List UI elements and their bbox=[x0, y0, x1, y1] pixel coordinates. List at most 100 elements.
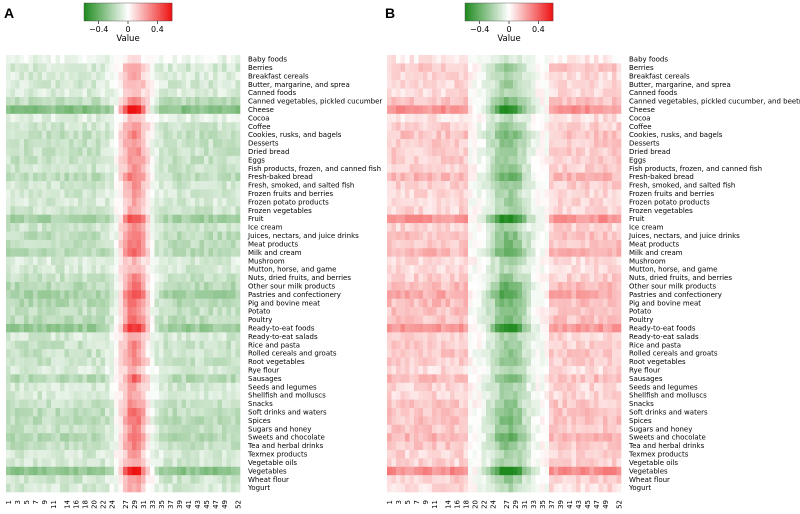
heatmap-cell bbox=[409, 122, 415, 131]
heatmap-cell bbox=[486, 307, 491, 316]
heatmap-cell bbox=[409, 298, 415, 308]
heatmap-cell bbox=[436, 239, 442, 249]
heatmap-cell bbox=[222, 449, 227, 459]
heatmap-cell bbox=[226, 391, 232, 400]
heatmap-cell bbox=[100, 239, 106, 249]
heatmap-cell bbox=[231, 256, 236, 266]
heatmap-cell bbox=[522, 97, 527, 106]
heatmap-cell bbox=[558, 189, 563, 199]
heatmap-cell bbox=[168, 63, 173, 73]
heatmap-cell bbox=[163, 323, 169, 333]
heatmap-cell bbox=[553, 214, 559, 224]
heatmap-cell bbox=[199, 172, 205, 182]
heatmap-cell bbox=[418, 265, 424, 274]
heatmap-cell bbox=[513, 223, 518, 232]
heatmap-cell bbox=[177, 407, 182, 417]
heatmap-cell bbox=[69, 248, 74, 257]
heatmap-cell bbox=[46, 97, 52, 106]
heatmap-cell bbox=[217, 181, 223, 190]
heatmap-cell bbox=[51, 399, 56, 409]
heatmap-cell bbox=[60, 256, 65, 266]
heatmap-cell bbox=[585, 63, 590, 73]
heatmap-cell bbox=[19, 248, 25, 257]
heatmap-cell bbox=[73, 475, 79, 484]
heatmap-cell bbox=[517, 357, 523, 367]
heatmap-cell bbox=[414, 147, 419, 157]
heatmap-cell bbox=[418, 323, 424, 333]
heatmap-cell bbox=[226, 71, 232, 81]
heatmap-cell bbox=[387, 130, 392, 140]
heatmap-cell bbox=[127, 374, 133, 384]
heatmap-cell bbox=[208, 256, 214, 266]
heatmap-cell bbox=[204, 466, 209, 476]
heatmap-cell bbox=[186, 357, 191, 367]
heatmap-cell bbox=[19, 189, 25, 199]
heatmap-cell bbox=[114, 483, 119, 493]
heatmap-cell bbox=[235, 71, 241, 81]
heatmap-cell bbox=[100, 365, 106, 375]
heatmap-cell bbox=[387, 197, 392, 207]
heatmap-cell bbox=[163, 391, 169, 400]
heatmap-cell bbox=[114, 223, 119, 232]
heatmap-cell bbox=[589, 357, 595, 367]
heatmap-cell bbox=[78, 307, 83, 316]
heatmap-cell bbox=[222, 307, 227, 316]
heatmap-cell bbox=[423, 374, 428, 384]
heatmap-cell bbox=[558, 248, 563, 257]
heatmap-cell bbox=[69, 172, 74, 182]
heatmap-cell bbox=[37, 223, 43, 232]
heatmap-cell bbox=[400, 88, 406, 98]
heatmap-cell bbox=[445, 172, 451, 182]
heatmap-cell bbox=[441, 214, 446, 224]
heatmap-cell bbox=[513, 231, 518, 241]
heatmap-cell bbox=[414, 315, 419, 325]
heatmap-cell bbox=[445, 256, 451, 266]
heatmap-cell bbox=[409, 223, 415, 232]
heatmap-cell bbox=[445, 374, 451, 384]
heatmap-cell bbox=[91, 55, 97, 64]
heatmap-cell bbox=[145, 281, 151, 291]
heatmap-cell bbox=[432, 71, 437, 81]
heatmap-cell bbox=[168, 332, 173, 342]
heatmap-cell bbox=[114, 424, 119, 434]
heatmap-cell bbox=[387, 55, 392, 64]
heatmap-cell bbox=[42, 55, 47, 64]
heatmap-cell bbox=[459, 365, 464, 375]
heatmap-cell bbox=[414, 307, 419, 316]
heatmap-cell bbox=[150, 122, 155, 131]
heatmap-cell bbox=[123, 147, 128, 157]
heatmap-cell bbox=[463, 63, 469, 73]
heatmap-cell bbox=[436, 147, 442, 157]
heatmap-cell bbox=[127, 55, 133, 64]
heatmap-cell bbox=[28, 256, 34, 266]
heatmap-cell bbox=[55, 265, 61, 274]
heatmap-cell bbox=[55, 147, 61, 157]
heatmap-cell bbox=[571, 315, 577, 325]
heatmap-cell bbox=[454, 105, 460, 115]
heatmap-cell bbox=[553, 323, 559, 333]
heatmap-cell bbox=[28, 97, 34, 106]
heatmap-cell bbox=[19, 164, 25, 173]
heatmap-cell bbox=[195, 391, 200, 400]
heatmap-cell bbox=[100, 391, 106, 400]
heatmap-cell bbox=[190, 273, 196, 283]
heatmap-cell bbox=[127, 307, 133, 316]
heatmap-cell bbox=[616, 307, 622, 316]
heatmap-cell bbox=[387, 332, 392, 342]
heatmap-cell bbox=[91, 63, 97, 73]
heatmap-cell bbox=[387, 357, 392, 367]
heatmap-cell bbox=[481, 172, 487, 182]
heatmap-cell bbox=[199, 433, 205, 442]
heatmap-cell bbox=[535, 130, 541, 140]
heatmap-cell bbox=[118, 332, 124, 342]
heatmap-cell bbox=[208, 399, 214, 409]
heatmap-cell bbox=[463, 382, 469, 392]
legend-swatch bbox=[549, 3, 552, 21]
heatmap-cell bbox=[387, 281, 392, 291]
heatmap-cell bbox=[100, 307, 106, 316]
heatmap-cell bbox=[463, 307, 469, 316]
heatmap-cell bbox=[477, 214, 482, 224]
heatmap-cell bbox=[400, 273, 406, 283]
heatmap-cell bbox=[445, 206, 451, 215]
heatmap-cell bbox=[549, 290, 554, 300]
